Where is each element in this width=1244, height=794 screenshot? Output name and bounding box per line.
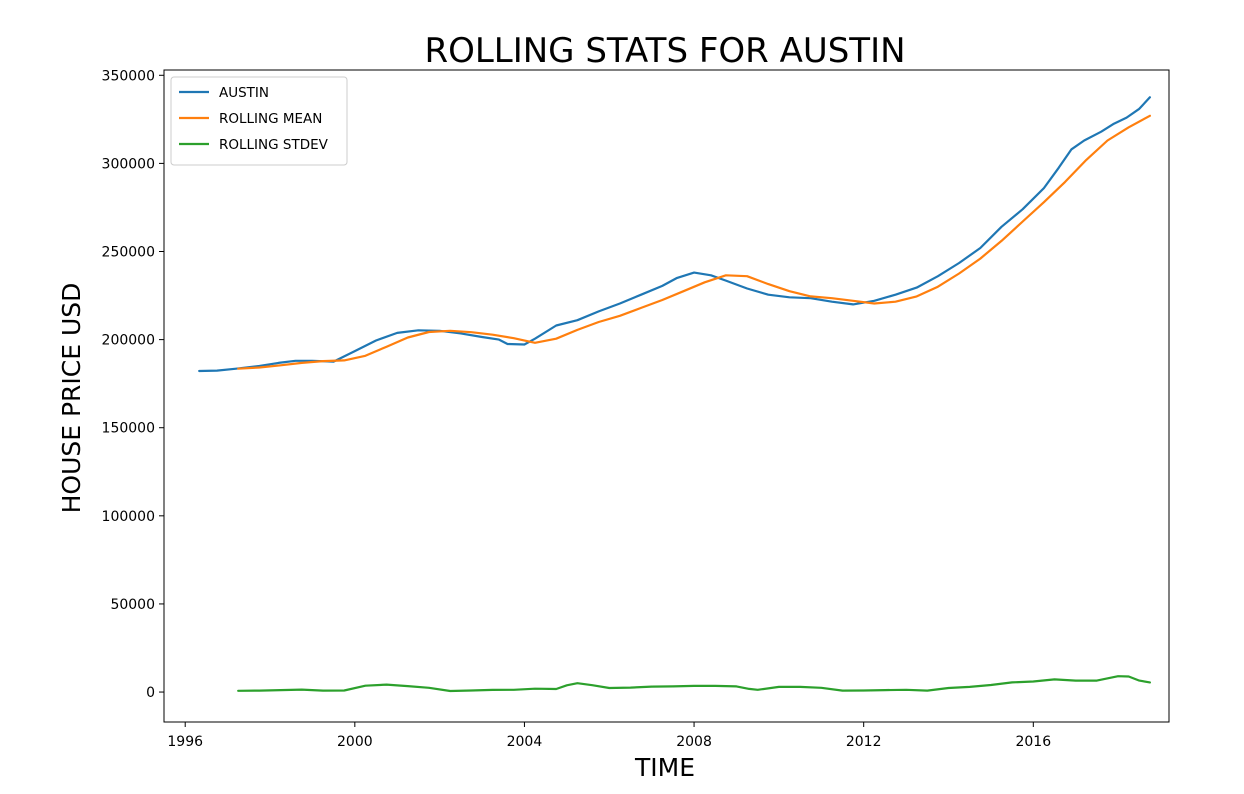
series-line-rolling-mean (237, 114, 1151, 370)
y-tick-label: 200000 (102, 333, 155, 349)
x-tick-label: 2012 (846, 734, 882, 750)
y-tick-label: 250000 (102, 245, 155, 261)
legend-label: AUSTIN (219, 85, 269, 101)
y-tick-label: 350000 (102, 68, 155, 84)
series-line-rolling-stdev (237, 675, 1151, 693)
x-tick-label: 2000 (337, 734, 373, 750)
plot-area: 1996 2000 2004 2008 2012 2016 0 50000 100000 1500… (102, 68, 1170, 750)
y-tick-label: 150000 (102, 421, 155, 437)
x-tick-label: 2004 (507, 734, 543, 750)
legend-label: ROLLING MEAN (219, 111, 322, 127)
x-axis-title: TIME (634, 753, 695, 782)
y-tick-label: 100000 (102, 509, 155, 525)
y-axis-title: HOUSE PRICE USD (57, 283, 86, 514)
legend-box (170, 76, 348, 166)
x-tick-label: 1996 (167, 734, 203, 750)
legend-label: ROLLING STDEV (219, 137, 329, 153)
x-tick-label: 2008 (676, 734, 712, 750)
y-tick-label: 0 (146, 685, 155, 701)
series-line-austin (198, 96, 1151, 373)
x-tick-label: 2016 (1015, 734, 1051, 750)
plot-frame (163, 69, 1170, 723)
y-tick-label: 50000 (110, 597, 155, 613)
chart-title: ROLLING STATS FOR AUSTIN (424, 31, 905, 71)
y-tick-label: 300000 (102, 156, 155, 172)
